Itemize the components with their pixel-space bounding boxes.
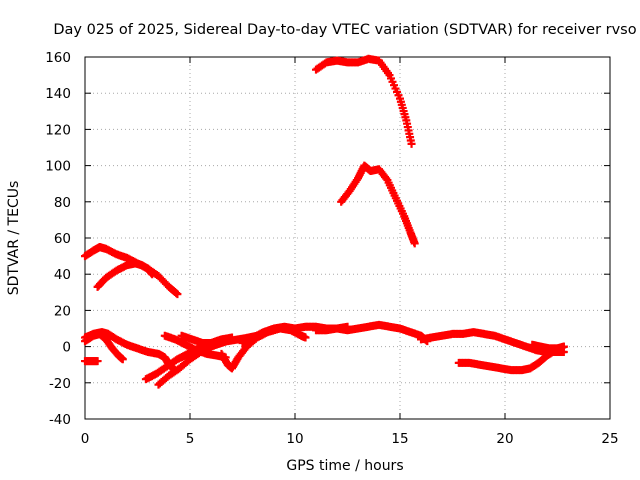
data-point: [118, 355, 127, 364]
x-tick-label: 0: [81, 431, 90, 447]
data-point: [301, 333, 310, 342]
series-track-4: [93, 259, 157, 291]
series-track-2: [337, 161, 419, 248]
data-point: [148, 270, 157, 279]
x-tick-label: 5: [186, 431, 195, 447]
axis-ticks: 0 5 10 15 20 25 -40 -20 0 20 40 60 80 100 120 140 160: [45, 50, 618, 447]
series-track-7: [81, 357, 102, 366]
series-track-1: [312, 54, 416, 148]
y-tick-label: 100: [45, 159, 71, 175]
y-tick-label: 160: [45, 50, 71, 66]
x-axis-label: GPS time / hours: [286, 458, 403, 474]
grid-lines: [85, 57, 610, 419]
y-tick-label: 0: [62, 340, 71, 356]
y-tick-label: -20: [49, 376, 71, 392]
data-point: [410, 239, 419, 248]
series-track-3: [81, 243, 182, 299]
data-point: [407, 139, 416, 148]
y-tick-label: -40: [49, 412, 71, 428]
chart-title: Day 025 of 2025, Sidereal Day-to-day VTE…: [53, 22, 636, 38]
y-tick-label: 120: [45, 122, 71, 138]
series-track-6: [81, 329, 127, 364]
y-tick-label: 60: [54, 231, 71, 247]
data-points: [81, 54, 568, 389]
y-tick-label: 40: [54, 267, 71, 283]
y-tick-label: 80: [54, 195, 71, 211]
y-tick-label: 20: [54, 303, 71, 319]
x-tick-label: 10: [286, 431, 303, 447]
data-point: [93, 357, 102, 366]
data-point: [559, 342, 568, 351]
data-point: [173, 290, 182, 299]
x-tick-label: 15: [391, 431, 408, 447]
y-axis-label: SDTVAR / TECUs: [6, 181, 22, 296]
data-point: [382, 174, 391, 183]
x-tick-label: 25: [601, 431, 618, 447]
series-track-15: [417, 328, 568, 357]
y-tick-label: 140: [45, 86, 71, 102]
x-tick-label: 20: [496, 431, 513, 447]
series-track-17: [528, 340, 568, 353]
